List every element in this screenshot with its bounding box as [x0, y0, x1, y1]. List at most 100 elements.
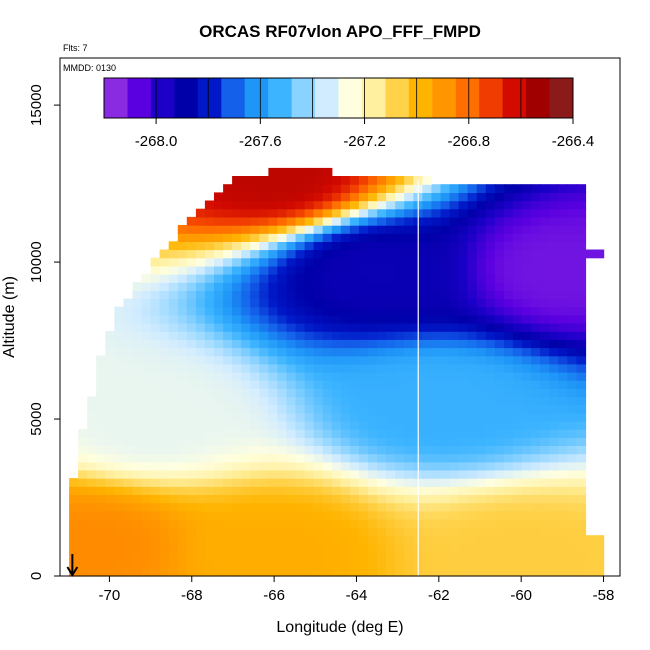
heatmap-cell: [512, 412, 523, 422]
heatmap-cell: [223, 551, 233, 561]
heatmap-cell: [386, 518, 396, 528]
heatmap-cell: [322, 494, 333, 504]
heatmap-cell: [195, 453, 206, 463]
heatmap-cell: [204, 453, 215, 463]
heatmap-cell: [340, 306, 351, 316]
heatmap-cell: [485, 543, 496, 553]
heatmap-cell: [313, 323, 324, 332]
heatmap-cell: [159, 445, 170, 455]
heatmap-cell: [286, 527, 297, 536]
heatmap-cell: [440, 437, 451, 446]
heatmap-cell: [304, 290, 315, 300]
heatmap-cell: [440, 298, 451, 308]
heatmap-cell: [241, 380, 251, 389]
heatmap-cell: [331, 510, 342, 520]
heatmap-cell: [576, 388, 587, 398]
heatmap-cell: [567, 412, 577, 422]
heatmap-cell: [105, 502, 115, 512]
heatmap-cell: [358, 192, 369, 202]
heatmap-cell: [422, 518, 433, 528]
heatmap-cell: [259, 192, 269, 202]
heatmap-cell: [476, 282, 487, 291]
heatmap-cell: [250, 420, 260, 430]
heatmap-cell: [431, 567, 442, 577]
heatmap-cell: [368, 396, 378, 406]
heatmap-cell: [286, 184, 297, 193]
heatmap-cell: [141, 412, 152, 422]
heatmap-cell: [186, 559, 197, 569]
heatmap-cell: [386, 429, 396, 438]
heatmap-cell: [422, 208, 433, 218]
heatmap-cell: [295, 331, 306, 340]
heatmap-cell: [259, 412, 269, 422]
heatmap-cell: [512, 535, 523, 544]
heatmap-cell: [286, 535, 297, 544]
heatmap-cell: [232, 469, 242, 479]
heatmap-cell: [96, 543, 106, 553]
heatmap-cell: [214, 527, 224, 536]
heatmap-cell: [96, 380, 106, 389]
heatmap-cell: [114, 355, 125, 365]
heatmap-cell: [159, 388, 170, 398]
heatmap-cell: [431, 363, 442, 373]
heatmap-cell: [177, 290, 188, 300]
heatmap-cell: [214, 323, 224, 332]
heatmap-cell: [313, 510, 324, 520]
heatmap-cell: [368, 559, 378, 569]
heatmap-cell: [485, 502, 496, 512]
heatmap-cell: [449, 494, 460, 504]
heatmap-cell: [186, 404, 197, 414]
heatmap-cell: [512, 486, 523, 495]
heatmap-cell: [141, 347, 152, 357]
heatmap-cell: [232, 176, 242, 185]
heatmap-cell: [223, 567, 233, 577]
heatmap-cell: [503, 200, 514, 210]
heatmap-cell: [467, 478, 478, 487]
heatmap-cell: [313, 478, 324, 487]
heatmap-cell: [268, 380, 279, 389]
heatmap-cell: [168, 461, 179, 471]
heatmap-cell: [404, 233, 414, 242]
heatmap-cell: [123, 314, 134, 324]
heatmap-cell: [549, 339, 559, 349]
heatmap-cell: [259, 535, 269, 544]
heatmap-cell: [485, 200, 496, 210]
heatmap-cell: [295, 167, 306, 177]
heatmap-cell: [223, 478, 233, 487]
heatmap-cell: [386, 363, 396, 373]
heatmap-cell: [232, 486, 242, 495]
heatmap-cell: [476, 290, 487, 300]
heatmap-cell: [277, 494, 288, 504]
heatmap-cell: [467, 208, 478, 218]
heatmap-cell: [259, 216, 269, 226]
heatmap-cell: [467, 200, 478, 210]
heatmap-cell: [431, 282, 442, 291]
heatmap-cell: [214, 331, 224, 340]
heatmap-cell: [141, 420, 152, 430]
heatmap-cell: [304, 167, 315, 177]
heatmap-cell: [576, 494, 587, 504]
heatmap-cell: [204, 527, 215, 536]
heatmap-cell: [567, 282, 577, 291]
heatmap-cell: [540, 371, 550, 381]
heatmap-cell: [232, 225, 242, 234]
heatmap-cell: [105, 380, 115, 389]
heatmap-cell: [576, 543, 587, 553]
heatmap-cell: [540, 461, 550, 471]
heatmap-cell: [395, 314, 405, 324]
heatmap-cell: [368, 518, 378, 528]
heatmap-cell: [576, 355, 587, 365]
heatmap-cell: [114, 412, 125, 422]
heatmap-cell: [458, 567, 469, 577]
heatmap-cell: [150, 323, 161, 332]
colorbar-swatch: [244, 78, 269, 118]
heatmap-cell: [377, 290, 387, 300]
heatmap-cell: [322, 323, 333, 332]
heatmap-cell: [223, 535, 233, 544]
heatmap-cell: [422, 249, 433, 259]
heatmap-cell: [340, 371, 351, 381]
heatmap-cell: [322, 543, 333, 553]
heatmap-cell: [286, 249, 297, 259]
heatmap-cell: [458, 412, 469, 422]
heatmap-cell: [340, 208, 351, 218]
